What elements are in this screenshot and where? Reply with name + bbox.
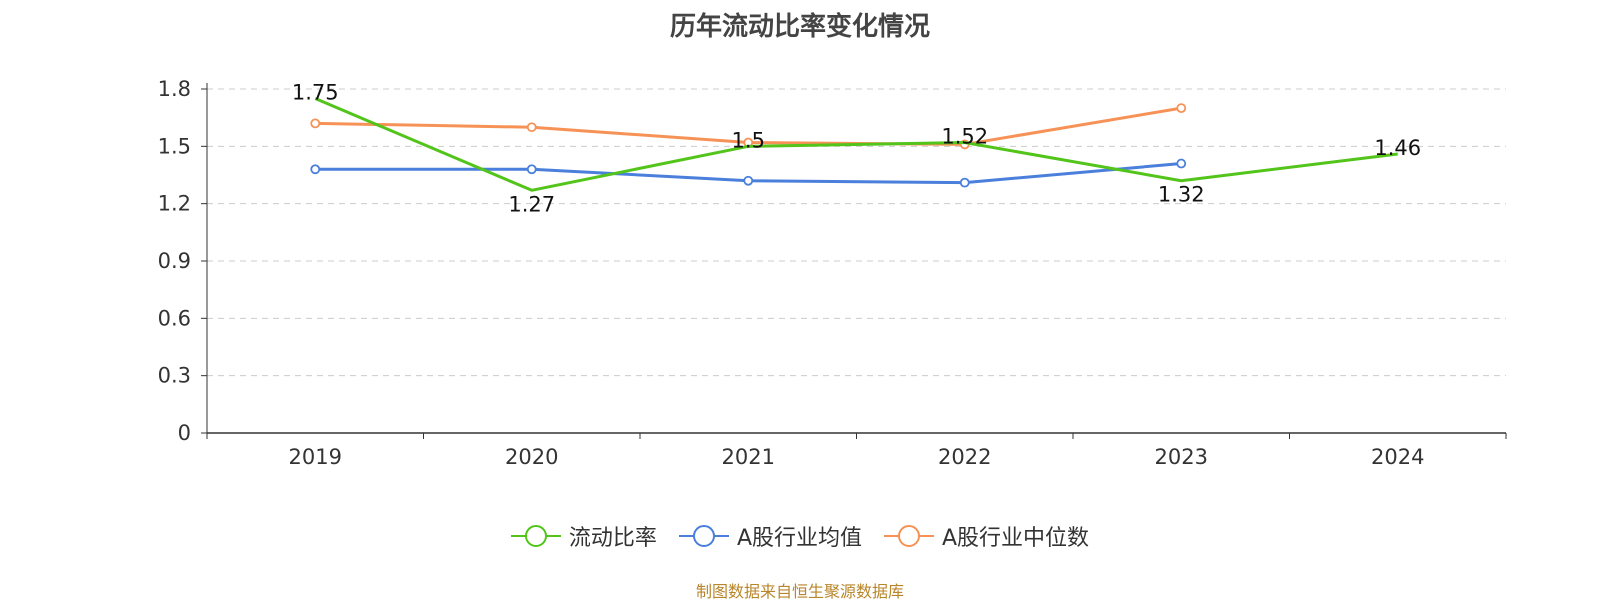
- x-tick-label: 2022: [938, 445, 991, 469]
- y-tick-label: 1.8: [158, 77, 191, 101]
- y-tick-label: 0.3: [158, 364, 191, 388]
- axes: 0 0.3 0.6 0.9 1.2 1.5 1.8 2019 2020 2021 2022 2023 2…: [158, 77, 1507, 469]
- data-labels: 1.75 1.27 1.5 1.52 1.32 1.46: [292, 81, 1421, 217]
- legend-label-median: A股行业中位数: [942, 526, 1090, 551]
- series-marker-1: [959, 177, 970, 188]
- data-label: 1.32: [1158, 183, 1205, 207]
- series-lines: [310, 97, 1398, 192]
- series-marker-1: [526, 164, 537, 175]
- series-marker-1: [1176, 158, 1187, 169]
- legend-item-avg[interactable]: A股行业均值: [678, 520, 862, 552]
- legend-item-ratio[interactable]: 流动比率: [510, 520, 657, 552]
- legend-label-ratio: 流动比率: [568, 526, 657, 551]
- x-tick-label: 2021: [722, 445, 775, 469]
- legend-item-median[interactable]: A股行业中位数: [884, 520, 1089, 552]
- data-label: 1.75: [292, 81, 339, 105]
- y-tick-label: 0: [178, 421, 191, 445]
- legend: 流动比率 A股行业均值 A股行业中位数: [0, 520, 1600, 552]
- y-tick-label: 0.6: [158, 306, 191, 330]
- series-line-0: [314, 97, 1398, 192]
- data-label: 1.5: [732, 128, 765, 152]
- data-label: 1.46: [1374, 136, 1421, 160]
- series-marker-2: [310, 118, 321, 129]
- grid-lines: [207, 88, 1506, 377]
- legend-label-avg: A股行业均值: [736, 526, 862, 551]
- x-tick-label: 2019: [289, 445, 342, 469]
- y-tick-label: 1.5: [158, 134, 191, 158]
- data-source-note: 制图数据来自恒生聚源数据库: [695, 582, 904, 601]
- x-tick-label: 2023: [1155, 445, 1208, 469]
- series-marker-1: [743, 175, 754, 186]
- legend-ratio-icon: [510, 525, 561, 547]
- series-marker-1: [310, 164, 321, 175]
- line-chart: 0 0.3 0.6 0.9 1.2 1.5 1.8 2019 2020 2021 2022 2023 2…: [158, 77, 1507, 469]
- series-marker-2: [526, 122, 537, 133]
- legend-median-icon: [884, 525, 934, 547]
- data-label: 1.27: [508, 192, 555, 216]
- x-tick-label: 2020: [505, 445, 558, 469]
- data-label: 1.52: [941, 125, 988, 149]
- legend-avg-icon: [678, 525, 729, 547]
- y-tick-label: 0.9: [158, 249, 191, 273]
- series-marker-2: [1176, 103, 1187, 114]
- chart-title: 历年流动比率变化情况: [669, 12, 930, 42]
- x-tick-label: 2024: [1371, 445, 1424, 469]
- y-tick-label: 1.2: [158, 192, 191, 216]
